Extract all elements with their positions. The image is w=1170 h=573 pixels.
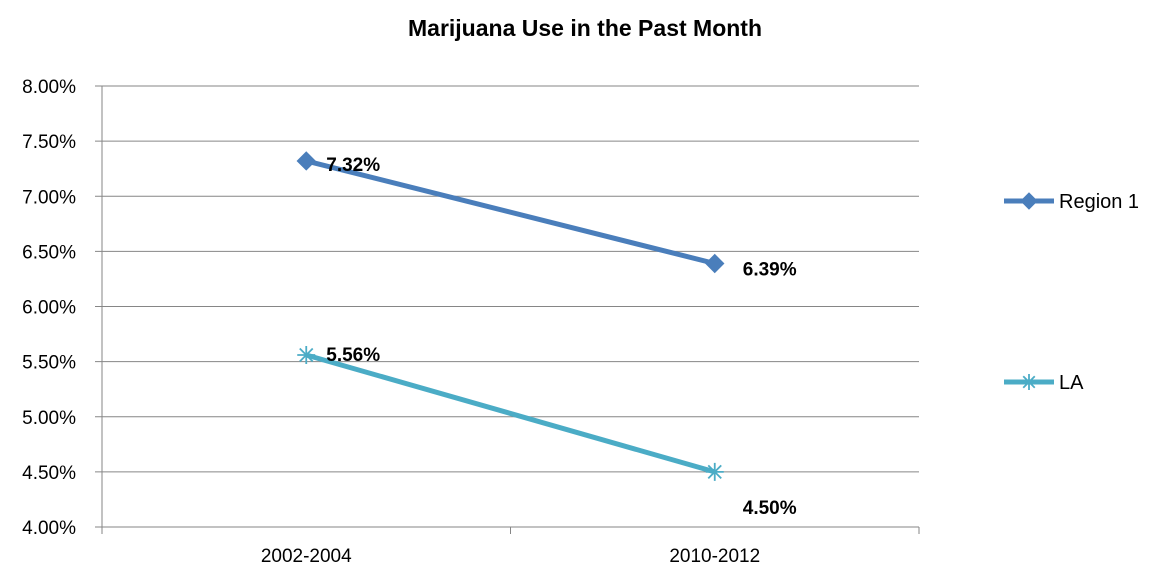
legend-label: Region 1 — [1059, 191, 1139, 213]
y-tick-label: 7.50% — [22, 132, 76, 153]
series-line — [305, 158, 716, 266]
legend-label: LA — [1059, 372, 1084, 394]
data-labels: 7.32% 6.39% 5.56% 4.50% — [326, 155, 796, 519]
legend-entry: LA — [1004, 372, 1084, 394]
star-marker — [705, 462, 724, 481]
star-marker — [297, 346, 316, 365]
gridlines — [102, 85, 919, 473]
y-tick-label: 4.50% — [22, 463, 76, 484]
star-marker — [1021, 374, 1037, 390]
y-tick-label: 5.50% — [22, 353, 76, 374]
y-axis-tick-labels: 4.00% 4.50% 5.00% 5.50% 6.00% 6.50% 7.00% 7.50%… — [22, 77, 76, 539]
x-tick-label: 2002-2004 — [261, 546, 352, 567]
diamond-marker — [1020, 192, 1038, 210]
data-label: 5.56% — [326, 345, 380, 366]
y-tick-label: 5.00% — [22, 408, 76, 429]
diamond-marker — [296, 151, 316, 171]
y-tick-label: 4.00% — [22, 518, 76, 539]
x-tick-label: 2010-2012 — [669, 546, 760, 567]
axes — [95, 85, 920, 534]
data-label: 6.39% — [743, 260, 797, 281]
y-tick-label: 6.00% — [22, 298, 76, 319]
series-line — [305, 352, 716, 475]
legend-entry: Region 1 — [1004, 191, 1139, 213]
y-tick-label: 6.50% — [22, 242, 76, 263]
y-tick-label: 7.00% — [22, 187, 76, 208]
y-tick-label: 8.00% — [22, 77, 76, 98]
series-lines — [296, 151, 725, 481]
data-label: 7.32% — [326, 155, 380, 176]
diamond-marker — [705, 253, 725, 274]
x-axis-tick-labels: 2002-2004 2010-2012 — [261, 546, 760, 567]
data-label: 4.50% — [743, 498, 797, 519]
legend: Region 1 LA — [1004, 191, 1139, 394]
chart-title: Marijuana Use in the Past Month — [408, 15, 762, 41]
